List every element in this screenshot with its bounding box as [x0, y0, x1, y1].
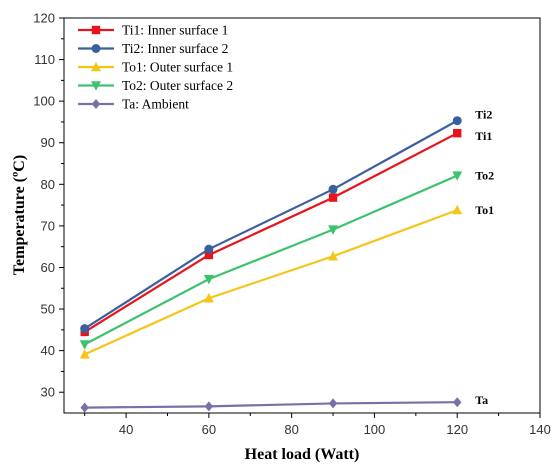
- x-tick-label: 80: [284, 422, 298, 437]
- series-to1: [79, 204, 463, 359]
- series-end-labels: Ti1 Ti2 To1 To2 Ta: [475, 108, 494, 407]
- x-tick-label: 60: [202, 422, 216, 437]
- legend-label: To2: Outer surface 2: [122, 78, 233, 93]
- legend-marker-ta: [91, 99, 101, 109]
- data-point-ti1: [453, 128, 462, 138]
- x-tick-label: 40: [119, 422, 133, 437]
- legend-item-ti2: Ti2: Inner surface 2: [78, 41, 228, 56]
- end-label-to1: To1: [475, 203, 494, 217]
- legend-item-ta: Ta: Ambient: [78, 97, 189, 112]
- legend-label: Ti1: Inner surface 1: [122, 23, 228, 38]
- data-point-ta: [80, 402, 89, 413]
- legend-label: To1: Outer surface 1: [122, 60, 233, 75]
- data-point-ta: [328, 398, 338, 409]
- data-point-ti1: [328, 193, 338, 202]
- data-point-to2: [79, 340, 90, 350]
- legend-marker-to2: [91, 81, 101, 91]
- data-point-ti2: [452, 116, 462, 126]
- x-tick-label: 140: [529, 422, 551, 437]
- y-tick-label: 100: [33, 94, 55, 109]
- series-to2: [79, 171, 463, 350]
- x-axis-title: Heat load (Watt): [245, 446, 360, 463]
- series-ta: [80, 397, 462, 413]
- y-tick-label: 80: [41, 177, 55, 192]
- data-point-to1: [452, 204, 463, 215]
- end-label-ti1: Ti1: [475, 129, 492, 143]
- series-line-ti1: [84, 132, 458, 333]
- legend-marker-ti2: [91, 44, 101, 53]
- legend-marker-to1: [91, 61, 101, 72]
- series-line-to1: [84, 209, 458, 356]
- x-tick-label: 120: [446, 422, 468, 437]
- y-axis-title: Temperature (ºC): [11, 155, 28, 275]
- legend-label: Ta: Ambient: [122, 97, 189, 112]
- data-point-ta: [204, 401, 214, 412]
- data-point-ti1: [204, 250, 214, 260]
- y-tick-label: 30: [41, 385, 55, 400]
- x-axis-ticks: 40 60 80 100 120 140: [84, 413, 551, 437]
- legend-item-to2: To2: Outer surface 2: [78, 78, 233, 93]
- data-point-ti2: [328, 184, 338, 194]
- legend-item-to1: To1: Outer surface 1: [78, 60, 233, 75]
- y-tick-label: 110: [34, 52, 55, 67]
- y-tick-label: 40: [41, 343, 55, 358]
- legend-item-ti1: Ti1: Inner surface 1: [78, 23, 228, 38]
- end-label-to2: To2: [475, 169, 494, 183]
- y-axis-ticks: 30 40 50 60 70 80 90 100 110 120: [33, 11, 64, 400]
- x-tick-label: 100: [364, 422, 386, 437]
- y-tick-label: 50: [41, 302, 55, 317]
- data-point-to2: [328, 225, 339, 235]
- plot-frame: [63, 17, 541, 414]
- y-tick-label: 120: [33, 11, 55, 26]
- series-line-ta: [84, 401, 458, 409]
- data-point-to2: [452, 171, 463, 181]
- end-label-ti2: Ti2: [475, 108, 492, 122]
- data-point-to1: [203, 293, 214, 303]
- series-ti2: [80, 116, 462, 334]
- series-line-to2: [84, 174, 458, 346]
- data-point-ti2: [204, 244, 214, 254]
- legend: Ti1: Inner surface 1 Ti2: Inner surface 2…: [78, 23, 233, 112]
- y-tick-label: 70: [41, 218, 55, 233]
- legend-label: Ti2: Inner surface 2: [122, 41, 228, 56]
- data-point-to1: [79, 349, 90, 359]
- y-tick-label: 60: [41, 260, 55, 275]
- end-label-ta: Ta: [475, 393, 488, 407]
- series-line-ti2: [84, 119, 458, 330]
- y-tick-label: 90: [41, 135, 55, 150]
- data-point-to2: [203, 274, 214, 285]
- legend-marker-ti1: [91, 25, 101, 35]
- series-ti1: [80, 128, 462, 337]
- series-layer: [79, 116, 463, 413]
- data-point-ta: [453, 397, 462, 408]
- data-point-to1: [328, 251, 339, 261]
- data-point-ti2: [80, 324, 90, 334]
